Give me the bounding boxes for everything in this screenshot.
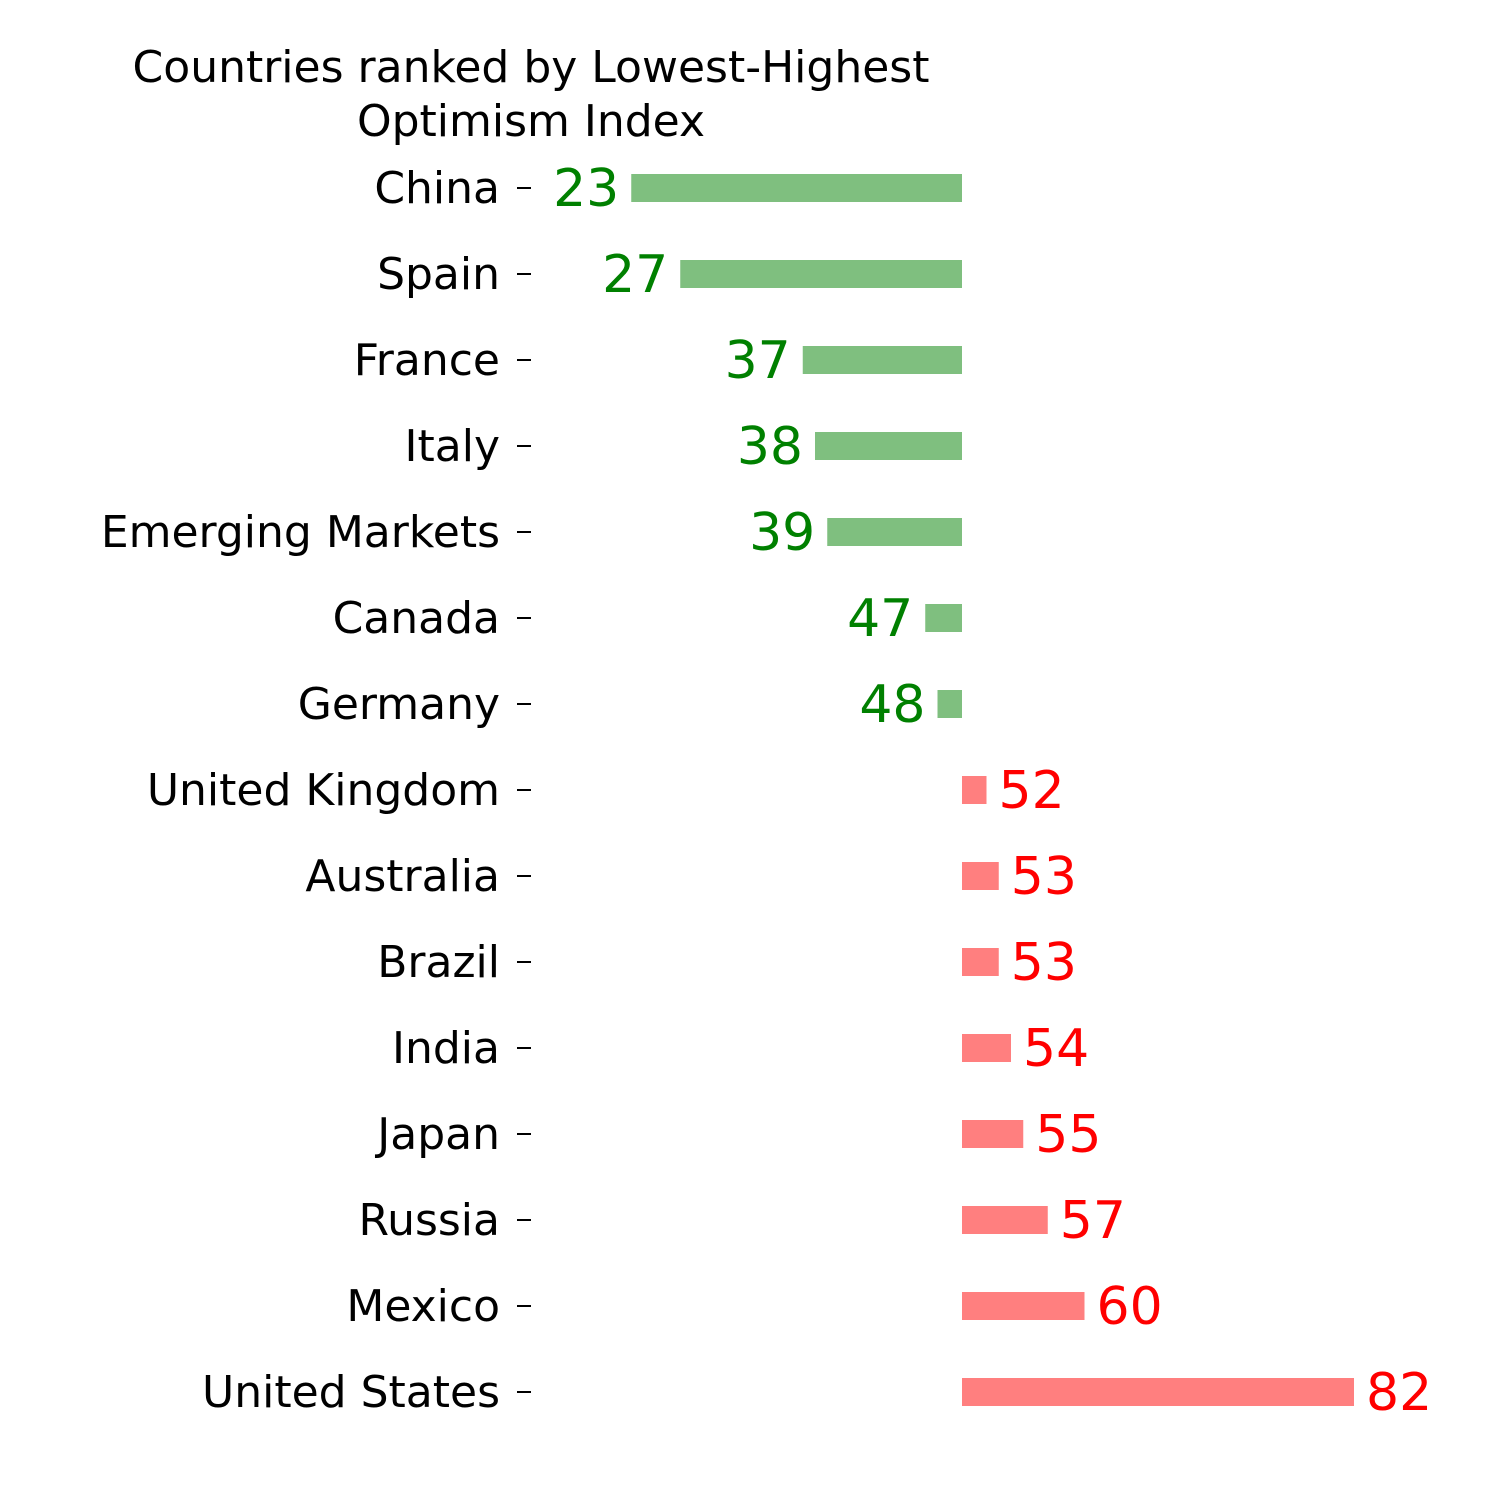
category-labels: China Spain France Italy Emerging Markets Can… [101, 163, 500, 1418]
bar-italy [815, 432, 962, 460]
category-label-china: China [374, 163, 500, 214]
value-label-china: 23 [553, 159, 619, 219]
bar-united-states [962, 1378, 1354, 1406]
bar-canada [925, 604, 962, 632]
bar-australia [962, 862, 999, 890]
bar-mexico [962, 1292, 1085, 1320]
bar-spain [680, 260, 962, 288]
value-labels: 23 27 37 38 39 47 48 52 53 53 54 55 57 60 82 [553, 159, 1432, 1423]
value-label-united-states: 82 [1366, 1363, 1432, 1423]
bar-france [802, 346, 962, 374]
category-label-united-kingdom: United Kingdom [147, 765, 500, 816]
chart-title: Countries ranked by Lowest-HighestOptimi… [133, 42, 930, 147]
bar-india [962, 1034, 1011, 1062]
bar-brazil [962, 948, 999, 976]
category-label-japan: Japan [374, 1109, 500, 1160]
value-label-mexico: 60 [1097, 1277, 1163, 1337]
category-label-mexico: Mexico [346, 1281, 500, 1332]
category-label-canada: Canada [333, 593, 500, 644]
bar-germany [937, 690, 962, 718]
bar-russia [962, 1206, 1048, 1234]
bar-emerging-markets [827, 518, 962, 546]
category-label-brazil: Brazil [377, 937, 500, 988]
bars [631, 174, 1354, 1406]
bar-japan [962, 1120, 1024, 1148]
chart-title-line-2: Optimism Index [357, 96, 705, 147]
value-label-italy: 38 [737, 417, 803, 477]
category-label-russia: Russia [358, 1195, 500, 1246]
bar-china [631, 174, 962, 202]
value-label-france: 37 [725, 331, 791, 391]
category-label-united-states: United States [202, 1367, 500, 1418]
bar-united-kingdom [962, 776, 987, 804]
value-label-australia: 53 [1011, 847, 1077, 907]
category-label-italy: Italy [405, 421, 500, 472]
category-label-australia: Australia [305, 851, 500, 902]
value-label-canada: 47 [847, 589, 913, 649]
value-label-brazil: 53 [1011, 933, 1077, 993]
value-label-india: 54 [1023, 1019, 1089, 1079]
y-axis-ticks [517, 187, 531, 1393]
category-label-france: France [354, 335, 500, 386]
value-label-emerging-markets: 39 [749, 503, 815, 563]
value-label-japan: 55 [1035, 1105, 1101, 1165]
value-label-spain: 27 [602, 245, 668, 305]
chart-title-line-1: Countries ranked by Lowest-Highest [133, 42, 930, 93]
category-label-emerging-markets: Emerging Markets [101, 507, 500, 558]
value-label-united-kingdom: 52 [999, 761, 1065, 821]
value-label-germany: 48 [859, 675, 925, 735]
category-label-spain: Spain [377, 249, 500, 300]
category-label-germany: Germany [298, 679, 500, 730]
category-label-india: India [392, 1023, 500, 1074]
value-label-russia: 57 [1060, 1191, 1126, 1251]
